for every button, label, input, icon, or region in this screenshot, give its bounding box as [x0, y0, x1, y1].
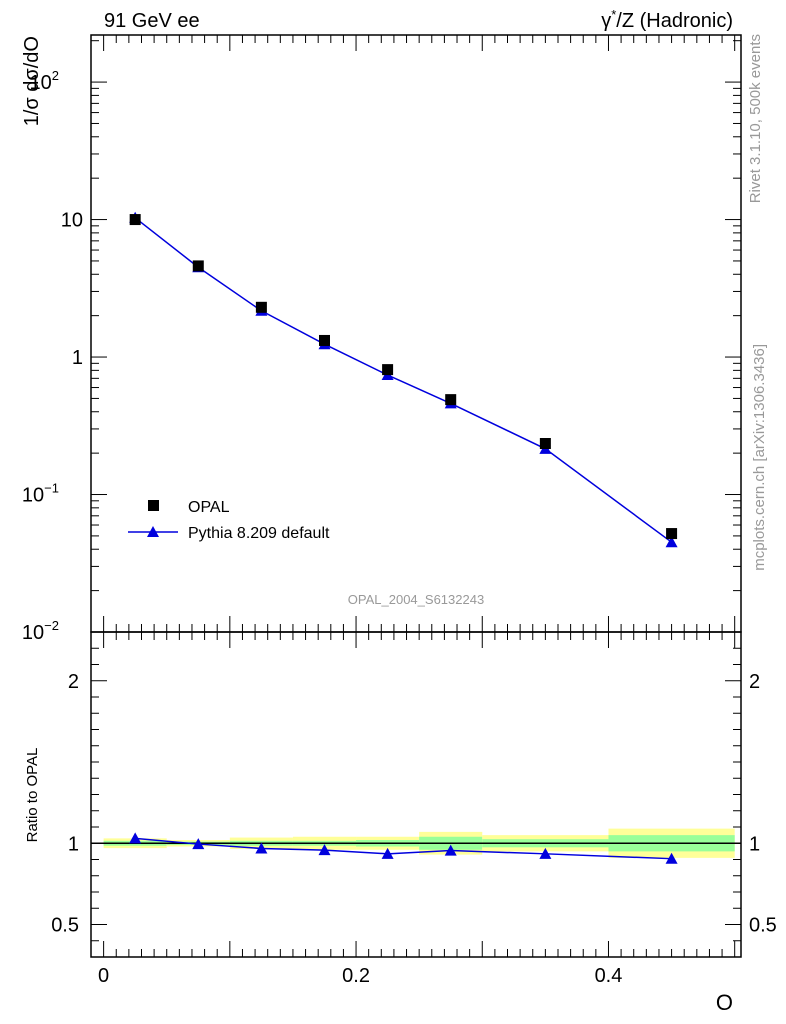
- legend-label-opal: OPAL: [188, 499, 230, 516]
- x-tick-label-1: 0.2: [342, 965, 370, 987]
- ratio-point: [318, 844, 331, 856]
- ratio-y-tick-label-right-1: 1: [749, 833, 760, 855]
- y-tick-label-4: 102: [30, 68, 59, 94]
- legend-marker-pythia: [147, 526, 159, 537]
- analysis-watermark: OPAL_2004_S6132243: [348, 592, 484, 607]
- opal-point: [255, 301, 267, 313]
- top-axis-ticks: [91, 35, 741, 633]
- opal-point: [192, 260, 204, 272]
- legend-label-pythia: Pythia 8.209 default: [188, 525, 330, 542]
- tick-labels: 10−2 10−1 1 10 102 0 0.2 0.4 0.5 0.5 1 1 2 2: [22, 68, 777, 987]
- legend-marker-opal: [148, 500, 159, 511]
- ratio-point: [665, 852, 678, 864]
- data-marks: [129, 211, 678, 864]
- header-right: γ*/Z (Hadronic): [601, 7, 733, 32]
- ratio-y-tick-label-left-0: 0.5: [51, 915, 79, 937]
- opal-point: [445, 394, 457, 406]
- ratio-point: [192, 838, 205, 850]
- opal-point: [382, 364, 394, 376]
- ratio-point: [255, 842, 268, 854]
- opal-point: [318, 334, 330, 346]
- pythia-point: [665, 536, 678, 548]
- opal-point: [539, 438, 551, 450]
- y-tick-label-0: 10−2: [22, 618, 59, 644]
- ratio-y-axis-title: Ratio to OPAL: [24, 748, 41, 843]
- mcplots-label: mcplots.cern.ch [arXiv:1306.3436]: [751, 344, 768, 571]
- ratio-panel-frame: [90, 631, 742, 958]
- ratio-y-tick-label-right-2: 2: [749, 671, 760, 693]
- y-tick-label-1: 10−1: [22, 481, 59, 507]
- x-tick-label-0: 0: [98, 965, 109, 987]
- x-tick-label-2: 0.4: [595, 965, 623, 987]
- ratio-uncertainty-bands: [91, 828, 741, 858]
- ratio-point: [381, 847, 394, 859]
- ratio-y-tick-label-left-1: 1: [68, 833, 79, 855]
- bottom-axis-ticks: [91, 632, 741, 957]
- rivet-label: Rivet 3.1.10, 500k events: [747, 34, 764, 203]
- ratio-point: [539, 847, 552, 859]
- ratio-line: [135, 837, 672, 860]
- x-axis-title: O: [716, 990, 733, 1015]
- y-tick-label-2: 1: [72, 347, 83, 369]
- opal-point: [666, 528, 678, 540]
- legend: OPAL Pythia 8.209 default: [128, 499, 330, 542]
- y-axis-title: 1/σ dσ/dO: [21, 36, 43, 126]
- ratio-point: [129, 832, 142, 844]
- ratio-y-tick-label-right-0: 0.5: [749, 915, 777, 937]
- ratio-y-tick-label-left-2: 2: [68, 671, 79, 693]
- y-tick-label-3: 10: [61, 210, 83, 232]
- header-left: 91 GeV ee: [104, 10, 200, 32]
- pythia-line: [134, 217, 673, 543]
- opal-point: [129, 214, 141, 226]
- ratio-point: [444, 844, 457, 856]
- top-panel-frame: [90, 34, 742, 633]
